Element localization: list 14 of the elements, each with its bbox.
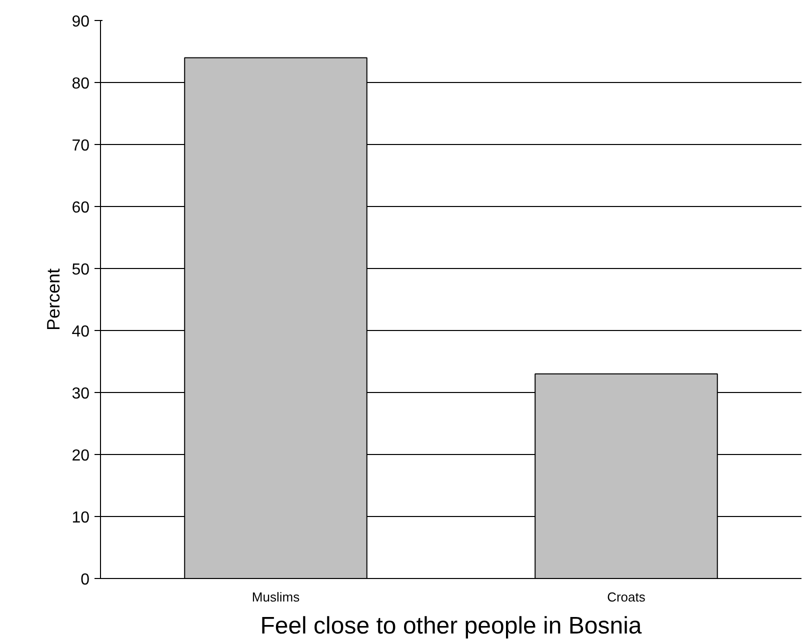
y-tick-label: 20 bbox=[72, 448, 90, 464]
y-tick-label: 90 bbox=[72, 14, 90, 30]
x-tick-label: Croats bbox=[607, 590, 646, 604]
y-axis-title: Percent bbox=[44, 268, 64, 331]
y-tick-label: 0 bbox=[80, 572, 90, 588]
y-tick-label: 30 bbox=[72, 386, 90, 402]
y-tick-label: 80 bbox=[72, 76, 90, 92]
y-tick-label: 60 bbox=[72, 200, 90, 216]
y-tick-label: 40 bbox=[72, 324, 90, 340]
x-axis-title: Feel close to other people in Bosnia bbox=[260, 612, 642, 640]
y-tick-label: 50 bbox=[72, 262, 90, 278]
y-tick-label: 70 bbox=[72, 138, 90, 154]
x-tick-label: Muslims bbox=[252, 590, 300, 604]
y-tick-label: 10 bbox=[72, 510, 90, 526]
